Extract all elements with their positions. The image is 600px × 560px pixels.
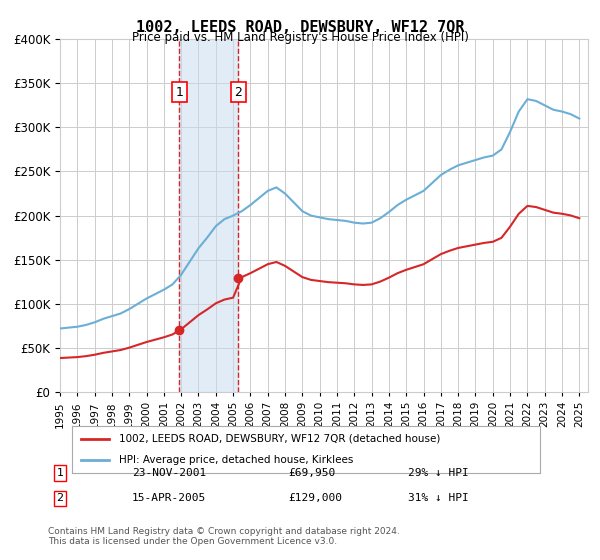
Text: £69,950: £69,950: [288, 468, 335, 478]
Text: HPI: Average price, detached house, Kirklees: HPI: Average price, detached house, Kirk…: [119, 455, 353, 465]
Text: 31% ↓ HPI: 31% ↓ HPI: [408, 493, 469, 503]
Text: 1: 1: [56, 468, 64, 478]
Text: 2: 2: [235, 86, 242, 99]
Bar: [179, 39, 238, 392]
Text: £129,000: £129,000: [288, 493, 342, 503]
Text: 29% ↓ HPI: 29% ↓ HPI: [408, 468, 469, 478]
Text: 23-NOV-2001: 23-NOV-2001: [132, 468, 206, 478]
Text: 1002, LEEDS ROAD, DEWSBURY, WF12 7QR: 1002, LEEDS ROAD, DEWSBURY, WF12 7QR: [136, 20, 464, 35]
Text: Price paid vs. HM Land Registry's House Price Index (HPI): Price paid vs. HM Land Registry's House …: [131, 31, 469, 44]
Text: 1002, LEEDS ROAD, DEWSBURY, WF12 7QR (detached house): 1002, LEEDS ROAD, DEWSBURY, WF12 7QR (de…: [119, 434, 440, 444]
Text: 15-APR-2005: 15-APR-2005: [132, 493, 206, 503]
Text: 1: 1: [176, 86, 184, 99]
Text: Contains HM Land Registry data © Crown copyright and database right 2024.
This d: Contains HM Land Registry data © Crown c…: [48, 526, 400, 546]
Text: 2: 2: [56, 493, 64, 503]
